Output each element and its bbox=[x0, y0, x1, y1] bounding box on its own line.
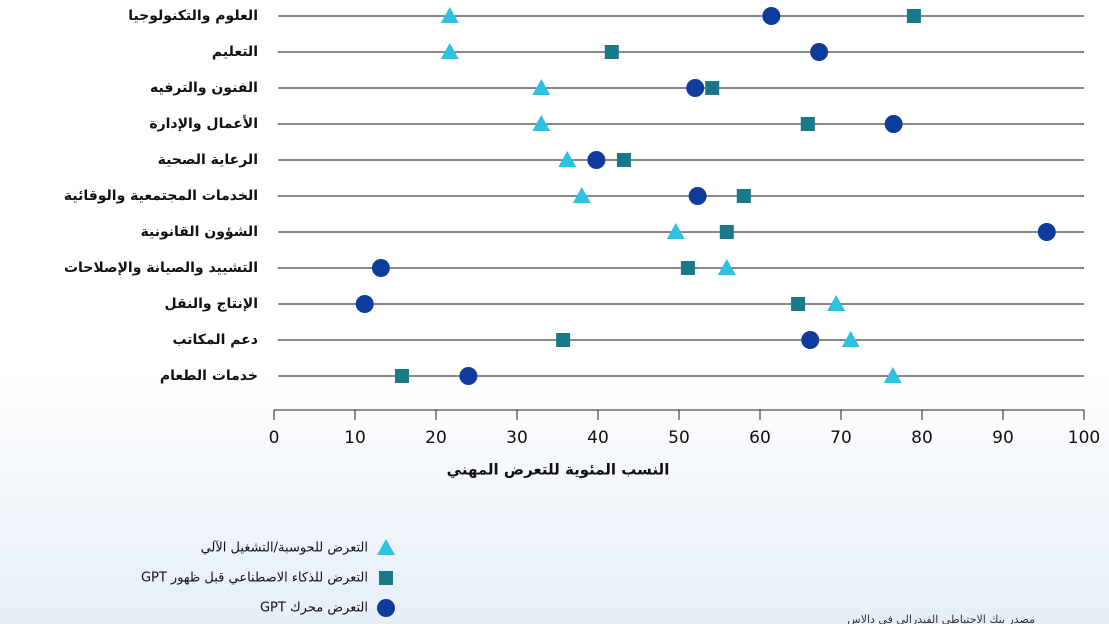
dot-marker bbox=[688, 187, 707, 205]
dot-marker bbox=[719, 225, 734, 239]
dot-marker bbox=[717, 259, 736, 275]
dot-marker bbox=[558, 151, 577, 167]
category-label: الإنتاج والنقل bbox=[165, 296, 258, 312]
dot-marker bbox=[791, 297, 806, 311]
legend-marker bbox=[377, 539, 395, 555]
category-label: الفنون والترفيه bbox=[150, 80, 258, 96]
dot-marker bbox=[800, 117, 815, 131]
x-tick-label: 50 bbox=[668, 428, 690, 448]
dot-marker bbox=[827, 295, 846, 311]
category-label: الرعاية الصحية bbox=[158, 152, 258, 168]
x-tick-label: 20 bbox=[425, 428, 447, 448]
x-tick-label: 30 bbox=[506, 428, 528, 448]
source: مصدر بنك الاحتياطي الفيدرالي في دالاس bbox=[847, 613, 1035, 624]
dot-marker bbox=[883, 367, 902, 383]
category-label: العلوم والتكنولوجيا bbox=[128, 8, 258, 24]
dot-marker bbox=[666, 223, 685, 239]
x-tick-label: 70 bbox=[830, 428, 852, 448]
category-label: الشؤون القانونية bbox=[141, 224, 259, 240]
dot-marker bbox=[810, 43, 829, 61]
dot-marker bbox=[680, 261, 695, 275]
category-label: خدمات الطعام bbox=[160, 368, 258, 384]
x-tick-label: 0 bbox=[269, 428, 280, 448]
dot-marker bbox=[394, 369, 409, 383]
dot-marker bbox=[705, 81, 720, 95]
dot-marker bbox=[604, 45, 619, 59]
dot-marker bbox=[371, 259, 390, 277]
dot-marker bbox=[556, 333, 571, 347]
dot-marker bbox=[440, 7, 459, 23]
legend-label: التعرض للذكاء الاصطناعي قبل ظهور GPT bbox=[141, 571, 368, 586]
x-tick-label: 80 bbox=[911, 428, 933, 448]
dot-marker bbox=[906, 9, 921, 23]
category-label: الخدمات المجتمعية والوقائية bbox=[64, 188, 258, 204]
category-label: التعليم bbox=[212, 44, 258, 60]
dot-marker bbox=[841, 331, 860, 347]
x-tick-label: 60 bbox=[749, 428, 771, 448]
dot-marker bbox=[1037, 223, 1056, 241]
category-label: الأعمال والإدارة bbox=[149, 115, 258, 132]
dot-marker bbox=[440, 43, 459, 59]
x-tick-label: 100 bbox=[1068, 428, 1100, 448]
category-label: دعم المكاتب bbox=[172, 332, 258, 348]
dot-marker bbox=[459, 367, 478, 385]
x-tick-label: 90 bbox=[992, 428, 1014, 448]
dot-marker bbox=[762, 7, 781, 25]
dot-marker bbox=[884, 115, 903, 133]
dot-marker bbox=[686, 79, 705, 97]
category-label: التشييد والصيانة والإصلاحات bbox=[64, 260, 258, 276]
x-axis-label: النسب المئوية للتعرض المهني bbox=[447, 461, 670, 479]
dot-marker bbox=[616, 153, 631, 167]
legend-label: التعرض للحوسبة/التشغيل الآلي bbox=[201, 540, 368, 556]
x-tick-label: 10 bbox=[344, 428, 366, 448]
dot-marker bbox=[572, 187, 591, 203]
dot-marker bbox=[736, 189, 751, 203]
dot-marker bbox=[532, 79, 551, 95]
x-tick-label: 40 bbox=[587, 428, 609, 448]
dot-marker bbox=[355, 295, 374, 313]
dot-marker bbox=[532, 115, 551, 131]
dot-marker bbox=[801, 331, 820, 349]
legend-label: التعرض محرك GPT bbox=[260, 601, 368, 616]
dot-marker bbox=[587, 151, 606, 169]
legend-marker bbox=[379, 571, 393, 585]
legend-marker bbox=[377, 599, 395, 617]
